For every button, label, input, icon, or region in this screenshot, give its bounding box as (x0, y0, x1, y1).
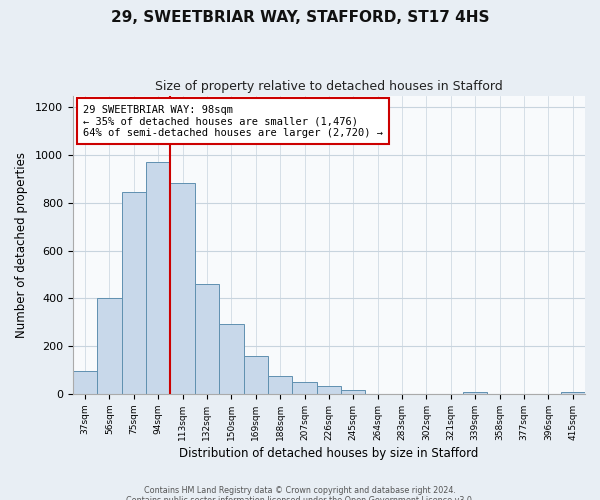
Text: 29, SWEETBRIAR WAY, STAFFORD, ST17 4HS: 29, SWEETBRIAR WAY, STAFFORD, ST17 4HS (111, 10, 489, 25)
Bar (317, 386, 341, 394)
Bar (292, 382, 317, 394)
Bar (560, 392, 585, 394)
Text: Contains public sector information licensed under the Open Government Licence v3: Contains public sector information licen… (126, 496, 474, 500)
Bar (73, 372, 97, 394)
Bar (146, 162, 170, 394)
Bar (244, 356, 268, 394)
Bar (219, 324, 244, 394)
Bar (463, 392, 487, 394)
Bar (122, 192, 146, 394)
X-axis label: Distribution of detached houses by size in Stafford: Distribution of detached houses by size … (179, 447, 479, 460)
Text: Contains HM Land Registry data © Crown copyright and database right 2024.: Contains HM Land Registry data © Crown c… (144, 486, 456, 495)
Title: Size of property relative to detached houses in Stafford: Size of property relative to detached ho… (155, 80, 503, 93)
Bar (341, 390, 365, 394)
Bar (97, 298, 122, 394)
Text: 29 SWEETBRIAR WAY: 98sqm
← 35% of detached houses are smaller (1,476)
64% of sem: 29 SWEETBRIAR WAY: 98sqm ← 35% of detach… (83, 104, 383, 138)
Bar (195, 284, 219, 394)
Y-axis label: Number of detached properties: Number of detached properties (15, 152, 28, 338)
Bar (170, 182, 195, 394)
Bar (268, 376, 292, 394)
